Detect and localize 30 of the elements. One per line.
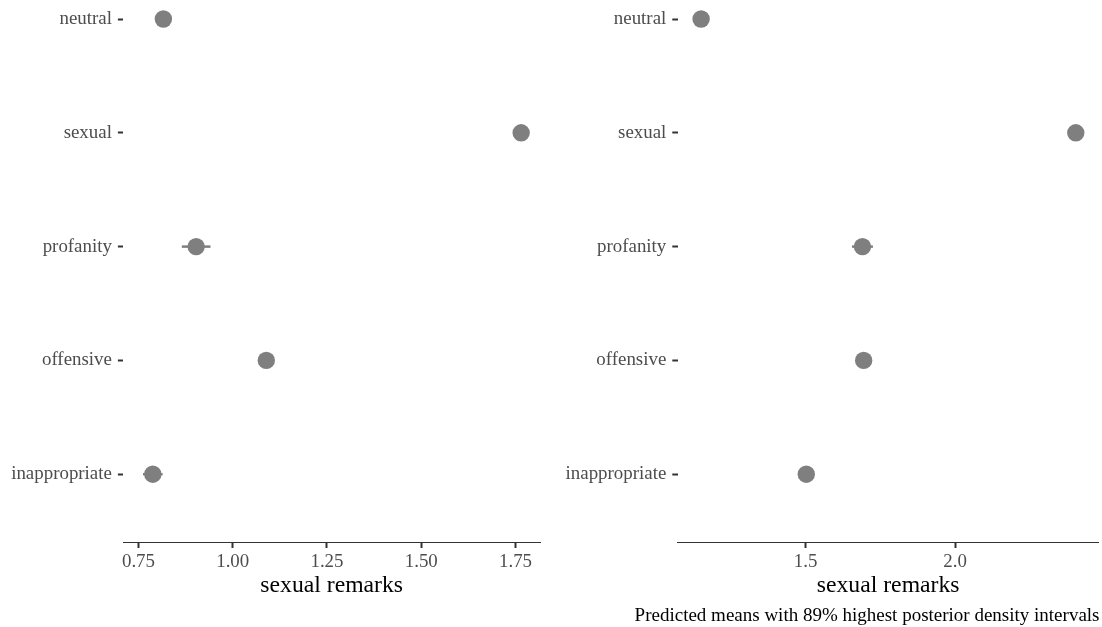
y-tick-label: neutral [613,6,667,28]
point [854,351,873,370]
x-tick-label: 2.0 [943,550,967,572]
x-tick-label: 1.75 [498,550,533,572]
y-tick-label: offensive [596,348,667,370]
x-tick-label: 1.5 [793,550,818,572]
y-tick-label: profanity [42,234,113,256]
point [853,237,872,256]
y-tick-label: sexual [618,120,667,142]
point [154,10,173,28]
point [692,10,710,28]
x-axis-title: sexual remarks [260,570,404,597]
point [797,465,815,483]
y-tick-label: inappropriate [565,462,667,484]
point [1067,124,1085,142]
point [187,237,205,256]
y-tick-label: neutral [59,6,112,28]
x-tick-label: 1.50 [404,550,438,572]
x-axis-title: sexual remarks [816,570,960,597]
x-tick-label: 0.75 [121,550,156,572]
y-tick-label: sexual [63,120,112,142]
text: Predicted means with 89% highest posterior density intervals [634,604,1100,626]
point [144,465,162,483]
point [512,124,530,142]
x-tick-label: 1.25 [310,550,344,572]
point [257,351,275,370]
y-tick-label: profanity [597,234,667,256]
y-tick-label: inappropriate [11,462,112,484]
x-tick-label: 1.00 [216,550,250,572]
y-tick-label: offensive [41,348,112,370]
